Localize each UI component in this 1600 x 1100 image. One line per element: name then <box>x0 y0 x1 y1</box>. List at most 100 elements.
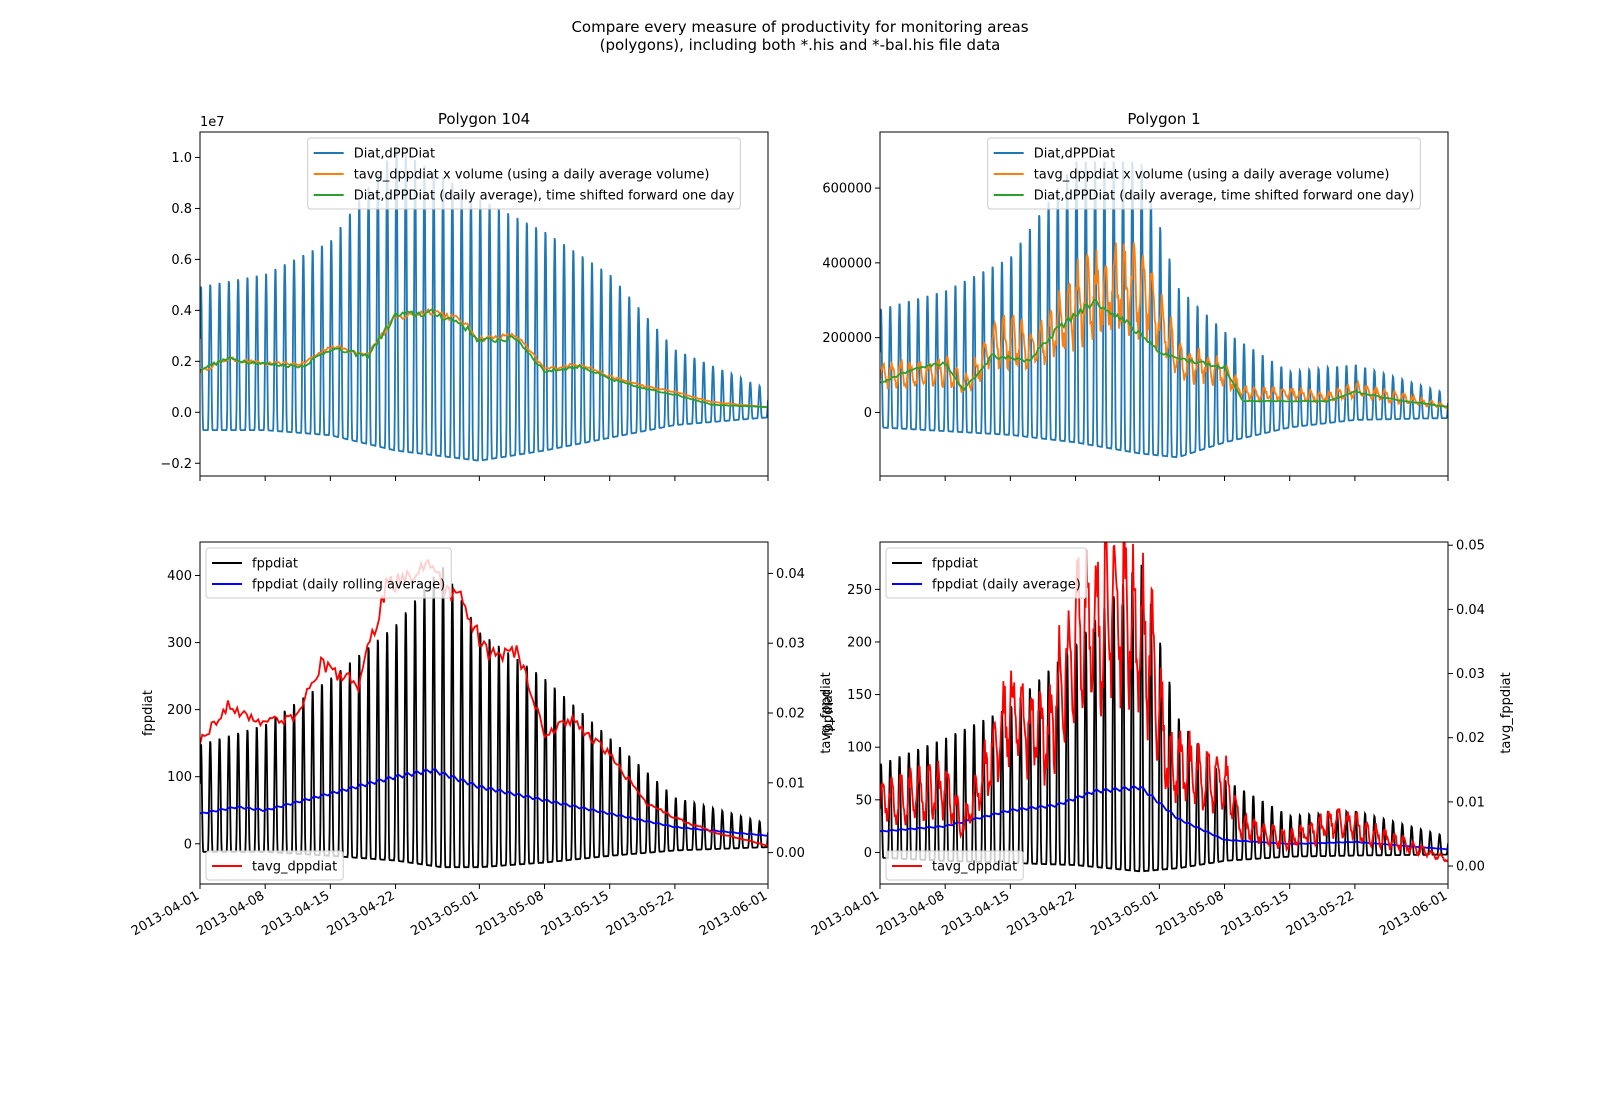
x-tick-label: 2013-04-01 <box>129 888 202 939</box>
y2-tick-label: 0.04 <box>776 567 805 582</box>
y2-tick-label: 0.01 <box>1456 795 1485 810</box>
y-tick-label: 600000 <box>822 182 872 197</box>
y2-tick-label: 0.04 <box>1456 603 1485 618</box>
x-tick-label: 2013-06-01 <box>697 888 770 939</box>
x-tick-label: 2013-05-15 <box>1219 888 1292 939</box>
axes-frame <box>879 131 1449 477</box>
series-line-1 <box>880 564 1448 873</box>
chart-bottom-right: 0 50 100 150 200 250 0.00 0.01 0.02 0.03 0.04 0.05 2… <box>809 539 1514 940</box>
y-tick-label: 1.0 <box>171 151 192 166</box>
y-tick-label: 0.8 <box>171 202 192 217</box>
x-tick-label: 2013-05-22 <box>1284 888 1357 939</box>
y2-axis-label: tavg_fppdiat <box>1499 672 1514 754</box>
y2-tick-label: 0.01 <box>776 776 805 791</box>
y-tick-label: 400 <box>167 569 192 584</box>
x-tick-label: 2013-05-01 <box>408 888 481 939</box>
legend-entry-label: Diat,dPPDiat (daily average, time shifte… <box>1034 189 1415 204</box>
y-tick-label: 250 <box>847 583 872 598</box>
chart-top-left: Polygon 104 1e7 −0.2 0.0 0.2 0.4 0.6 0.8 1.0 Diat… <box>160 110 769 481</box>
series-line-1 <box>200 148 768 462</box>
axes-frame <box>199 131 769 477</box>
series-line-1 <box>880 161 1448 458</box>
y-offset-label: 1e7 <box>200 115 225 130</box>
legend-frame <box>205 547 452 599</box>
legend-entry-label: tavg_dppdiat x volume (using a daily ave… <box>1034 168 1390 183</box>
legend: Diat,dPPDiat tavg_dppdiat x volume (using… <box>987 137 1421 210</box>
legend-entry-label: fppdiat <box>932 557 978 572</box>
y2-tick-label: 0.00 <box>776 846 805 861</box>
series-line-2 <box>880 784 1448 851</box>
legend: Diat,dPPDiat tavg_dppdiat x volume (using… <box>307 137 741 210</box>
chart-bottom-left: 0 100 200 300 400 0.00 0.01 0.02 0.03 0.04 2013-04… <box>129 541 834 939</box>
y-tick-label: 200 <box>167 703 192 718</box>
legend-frame <box>205 850 344 881</box>
y-tick-label: 0 <box>864 406 872 421</box>
y-tick-label: 100 <box>167 770 192 785</box>
y-tick-label: 0.4 <box>171 304 192 319</box>
x-tick-label: 2013-04-08 <box>194 888 267 939</box>
y-tick-label: 50 <box>855 793 872 808</box>
legend: tavg_dppdiat <box>205 850 344 881</box>
legend-entry-label: fppdiat (daily rolling average) <box>252 578 445 593</box>
legend-entry-label: tavg_dppdiat x volume (using a daily ave… <box>354 168 710 183</box>
x-tick-label: 2013-05-15 <box>539 888 612 939</box>
legend-frame <box>987 137 1421 210</box>
x-tick-label: 2013-04-22 <box>325 888 398 939</box>
x-tick-label: 2013-04-22 <box>1005 888 1078 939</box>
x-tick-label: 2013-05-01 <box>1088 888 1161 939</box>
y-tick-label: 400000 <box>822 256 872 271</box>
x-tick-label: 2013-05-08 <box>1154 888 1227 939</box>
figure-title: Compare every measure of productivity fo… <box>0 18 1600 54</box>
y-tick-label: 0 <box>184 837 192 852</box>
legend: fppdiat fppdiat (daily average) <box>885 547 1088 599</box>
legend-entry-label: fppdiat (daily average) <box>932 578 1081 593</box>
chart-title: Polygon 104 <box>438 110 530 128</box>
y2-tick-label: 0.00 <box>1456 860 1485 875</box>
legend-entry-label: Diat,dPPDiat <box>354 147 435 162</box>
legend-entry-label: fppdiat <box>252 557 298 572</box>
series-line-2 <box>880 242 1448 409</box>
y-tick-label: 0 <box>864 846 872 861</box>
legend-frame <box>885 850 1024 881</box>
x-tick-label: 2013-05-22 <box>604 888 677 939</box>
y-tick-label: −0.2 <box>160 457 192 472</box>
legend-entry-label: tavg_dppdiat <box>932 860 1017 875</box>
legend-frame <box>307 137 741 210</box>
y-axis-label: fppdiat <box>141 690 156 736</box>
y-tick-label: 0.2 <box>171 355 192 370</box>
series-line-3 <box>880 542 1448 863</box>
x-tick-label: 2013-04-15 <box>259 888 332 939</box>
legend-frame <box>885 547 1088 599</box>
y2-tick-label: 0.03 <box>776 637 805 652</box>
series-line-3 <box>200 558 768 847</box>
y2-tick-label: 0.02 <box>1456 731 1485 746</box>
y2-tick-label: 0.02 <box>776 707 805 722</box>
y-tick-label: 150 <box>847 688 872 703</box>
x-tick-label: 2013-05-08 <box>474 888 547 939</box>
y2-tick-label: 0.03 <box>1456 667 1485 682</box>
x-tick-label: 2013-04-15 <box>939 888 1012 939</box>
y2-tick-label: 0.05 <box>1456 539 1485 554</box>
legend: tavg_dppdiat <box>885 850 1024 881</box>
y-tick-label: 0.6 <box>171 253 192 268</box>
axes-frame <box>879 541 1449 885</box>
figure-title-line-2: (polygons), including both *.his and *-b… <box>599 36 1001 54</box>
legend-entry-label: Diat,dPPDiat (daily average), time shift… <box>354 189 735 204</box>
y-tick-label: 100 <box>847 741 872 756</box>
figure-title-line-1: Compare every measure of productivity fo… <box>571 18 1029 36</box>
x-tick-label: 2013-04-08 <box>874 888 947 939</box>
y-tick-label: 0.0 <box>171 406 192 421</box>
series-line-1 <box>200 567 768 869</box>
legend: fppdiat fppdiat (daily rolling average) <box>205 547 452 599</box>
y-tick-label: 200000 <box>822 331 872 346</box>
x-tick-label: 2013-04-01 <box>809 888 882 939</box>
y-tick-label: 200 <box>847 635 872 650</box>
series-line-2 <box>200 767 768 837</box>
series-line-3 <box>880 298 1448 408</box>
legend-entry-label: Diat,dPPDiat <box>1034 147 1115 162</box>
series-line-2 <box>200 307 768 409</box>
chart-top-right: Polygon 1 0 200000 400000 600000 Diat,dPPDiat… <box>822 110 1449 481</box>
y-axis-label: fppdiat <box>821 690 836 736</box>
x-tick-label: 2013-06-01 <box>1377 888 1450 939</box>
